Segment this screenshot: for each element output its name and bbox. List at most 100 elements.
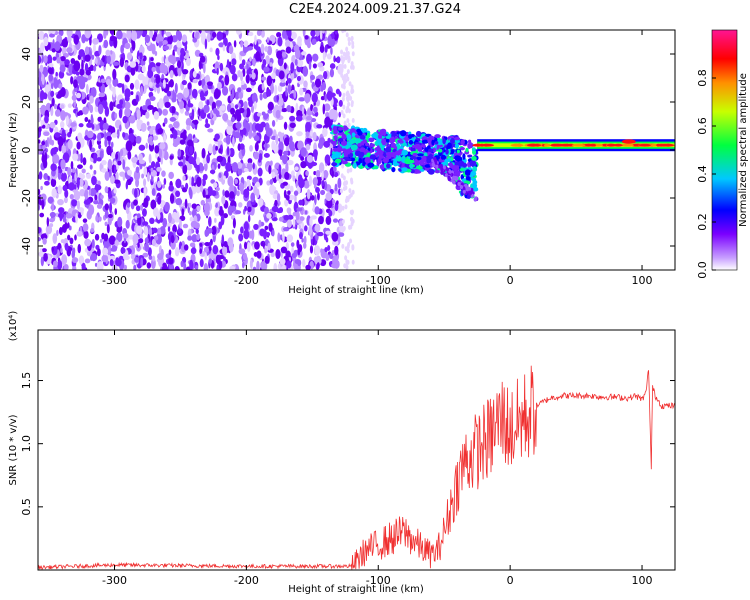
spectral-cell [137, 30, 143, 36]
spectral-cell [225, 134, 231, 145]
spectral-cell [293, 190, 299, 196]
spectral-cell [292, 218, 296, 228]
spectral-cell [404, 163, 411, 168]
colorbar: 0.0 0.2 0.4 0.6 0.8 Normalized spectral ampl… [696, 29, 749, 279]
spectral-cell [470, 170, 477, 177]
spectral-cell [305, 170, 309, 176]
spectral-cell [105, 255, 109, 265]
spectral-cell [89, 95, 94, 104]
spectral-cell [183, 129, 187, 136]
spectral-cell [67, 103, 72, 109]
spectral-cell [135, 205, 141, 212]
spectral-cell [303, 80, 308, 88]
spectral-cell [259, 93, 263, 101]
spectral-cell [156, 166, 162, 172]
spectral-cell [151, 238, 157, 247]
spectral-cell [346, 69, 350, 75]
spectral-cell [248, 31, 254, 37]
spectral-cell [49, 135, 52, 145]
spectral-cell [96, 203, 103, 209]
spectral-cell [175, 198, 183, 206]
spectral-cell [456, 149, 460, 154]
spectral-cell [154, 145, 160, 154]
spectral-cell [359, 151, 365, 158]
spectral-cell [115, 152, 119, 160]
spectral-cell [314, 78, 322, 88]
spectral-cell [376, 137, 382, 142]
spectral-cell [256, 30, 262, 37]
spectral-cell [282, 150, 289, 156]
spectral-cell [172, 224, 177, 233]
spectral-cell [347, 36, 351, 42]
spectral-cell [104, 186, 109, 194]
spectral-cell [414, 143, 421, 150]
x-tick-label: -200 [234, 574, 259, 587]
spectral-cell [287, 83, 292, 95]
spectral-cell [41, 74, 45, 86]
spectral-cell [327, 155, 330, 161]
spectral-cell [317, 192, 320, 201]
spectral-cell [305, 143, 311, 151]
spectral-cell [163, 132, 167, 144]
signal-peak [552, 143, 566, 147]
spectral-cell [95, 215, 99, 222]
spectral-cell [158, 147, 163, 159]
spectral-cell [310, 161, 318, 167]
signal-peak [483, 143, 489, 147]
spectral-cell [103, 39, 109, 49]
spectral-cell [264, 206, 269, 215]
spectral-cell [124, 95, 130, 102]
spectral-cell [73, 34, 80, 45]
spectral-cell [71, 257, 79, 263]
spectral-cell [45, 224, 53, 235]
spectral-cell [49, 121, 56, 129]
spectral-cell [109, 101, 114, 112]
spectral-cell [109, 35, 115, 42]
spectral-cell [196, 176, 202, 187]
spectral-cell [149, 30, 154, 39]
spectral-cell [153, 31, 158, 38]
spectral-cell [306, 188, 311, 200]
spectral-cell [277, 36, 283, 47]
spectral-cell [299, 216, 305, 221]
spectral-cell [161, 30, 164, 37]
spectral-cell [234, 131, 241, 139]
spectral-cell [178, 100, 185, 110]
spectral-cell [300, 160, 307, 169]
spectral-cell [341, 205, 345, 211]
spectral-cell [85, 83, 89, 94]
spectral-cell [102, 55, 105, 63]
spectral-cell [52, 154, 60, 164]
spectral-cell [214, 133, 220, 140]
spectral-cell [246, 69, 251, 75]
spectral-cell [114, 239, 119, 247]
spectral-cell [164, 207, 170, 212]
spectral-cell [241, 261, 245, 269]
spectral-cell [94, 262, 98, 267]
signal-peak [638, 143, 651, 147]
spectral-cell [41, 154, 45, 164]
spectral-cell [409, 163, 414, 169]
spectral-cell [153, 111, 160, 120]
spectral-cell [112, 77, 119, 87]
spectral-cell [64, 59, 70, 66]
spectral-cell [349, 167, 353, 173]
spectral-cell [195, 264, 199, 270]
spectral-cell [81, 168, 86, 174]
spectral-cell [397, 143, 401, 150]
spectral-cell [157, 180, 162, 189]
spectral-cell [408, 134, 413, 139]
spectral-cell [284, 198, 289, 207]
spectral-cell [240, 226, 244, 234]
signal-peak [606, 143, 617, 147]
spectral-cell [211, 190, 217, 197]
spectral-cell [63, 196, 68, 204]
spectral-cell [252, 162, 255, 170]
signal-peak [571, 143, 586, 147]
spectral-cell [142, 76, 146, 87]
spectral-cell [296, 75, 302, 82]
spectral-cell [415, 170, 422, 174]
spectral-cell [349, 238, 353, 244]
spectral-cell [120, 44, 124, 54]
